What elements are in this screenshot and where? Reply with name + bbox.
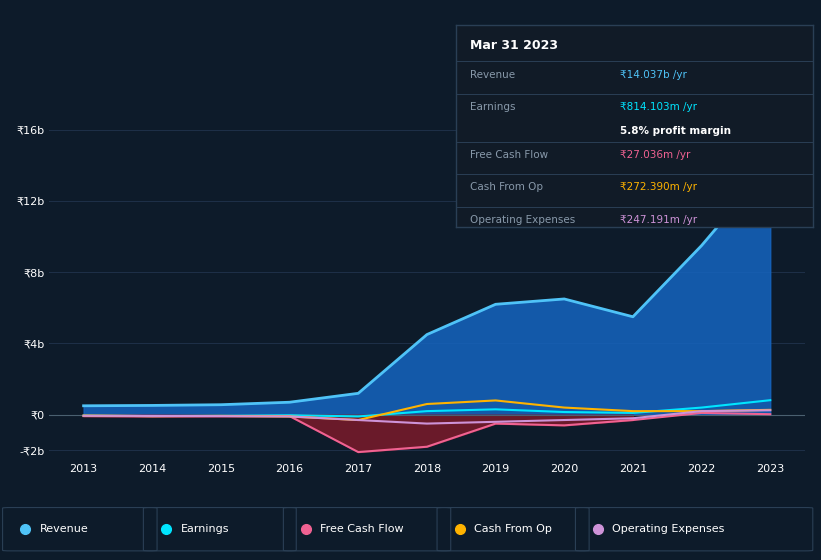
Text: Earnings: Earnings bbox=[470, 102, 516, 112]
Text: Revenue: Revenue bbox=[39, 524, 89, 534]
Text: ₹814.103m /yr: ₹814.103m /yr bbox=[620, 102, 697, 112]
Text: Mar 31 2023: Mar 31 2023 bbox=[470, 39, 558, 52]
Text: Revenue: Revenue bbox=[470, 69, 515, 80]
Text: Operating Expenses: Operating Expenses bbox=[470, 214, 576, 225]
Text: ₹14.037b /yr: ₹14.037b /yr bbox=[620, 69, 687, 80]
Text: Cash From Op: Cash From Op bbox=[470, 183, 543, 193]
Text: Cash From Op: Cash From Op bbox=[474, 524, 552, 534]
Text: Earnings: Earnings bbox=[181, 524, 229, 534]
Text: Free Cash Flow: Free Cash Flow bbox=[470, 150, 548, 160]
Text: Operating Expenses: Operating Expenses bbox=[612, 524, 725, 534]
Text: ₹27.036m /yr: ₹27.036m /yr bbox=[620, 150, 690, 160]
Text: Free Cash Flow: Free Cash Flow bbox=[320, 524, 404, 534]
Text: 5.8% profit margin: 5.8% profit margin bbox=[620, 126, 731, 136]
Text: ₹272.390m /yr: ₹272.390m /yr bbox=[620, 183, 697, 193]
Text: ₹247.191m /yr: ₹247.191m /yr bbox=[620, 214, 697, 225]
